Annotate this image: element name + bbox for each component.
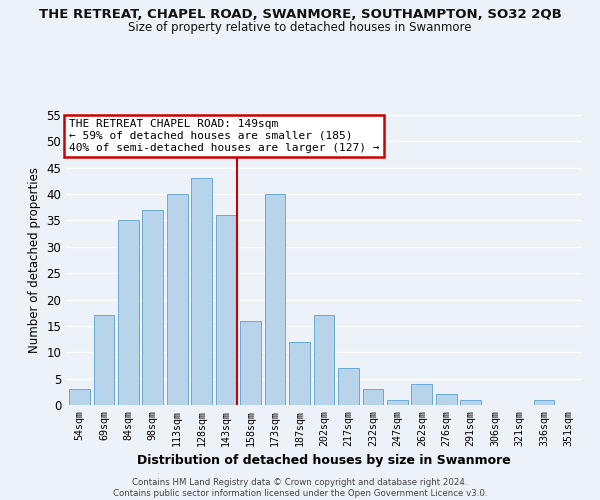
Bar <box>362 389 383 405</box>
Text: THE RETREAT CHAPEL ROAD: 149sqm
← 59% of detached houses are smaller (185)
40% o: THE RETREAT CHAPEL ROAD: 149sqm ← 59% of… <box>68 120 379 152</box>
Bar <box>240 320 261 405</box>
Bar <box>387 400 408 405</box>
Bar <box>534 400 554 405</box>
Y-axis label: Number of detached properties: Number of detached properties <box>28 167 41 353</box>
Bar <box>338 368 359 405</box>
Text: THE RETREAT, CHAPEL ROAD, SWANMORE, SOUTHAMPTON, SO32 2QB: THE RETREAT, CHAPEL ROAD, SWANMORE, SOUT… <box>38 8 562 20</box>
Bar <box>118 220 139 405</box>
Text: Size of property relative to detached houses in Swanmore: Size of property relative to detached ho… <box>128 22 472 35</box>
Bar <box>289 342 310 405</box>
X-axis label: Distribution of detached houses by size in Swanmore: Distribution of detached houses by size … <box>137 454 511 467</box>
Bar <box>460 400 481 405</box>
Bar <box>436 394 457 405</box>
Text: Contains HM Land Registry data © Crown copyright and database right 2024.
Contai: Contains HM Land Registry data © Crown c… <box>113 478 487 498</box>
Bar <box>265 194 286 405</box>
Bar <box>191 178 212 405</box>
Bar <box>412 384 432 405</box>
Bar <box>216 215 236 405</box>
Bar <box>142 210 163 405</box>
Bar <box>94 316 114 405</box>
Bar <box>314 316 334 405</box>
Bar <box>69 389 90 405</box>
Bar <box>167 194 188 405</box>
